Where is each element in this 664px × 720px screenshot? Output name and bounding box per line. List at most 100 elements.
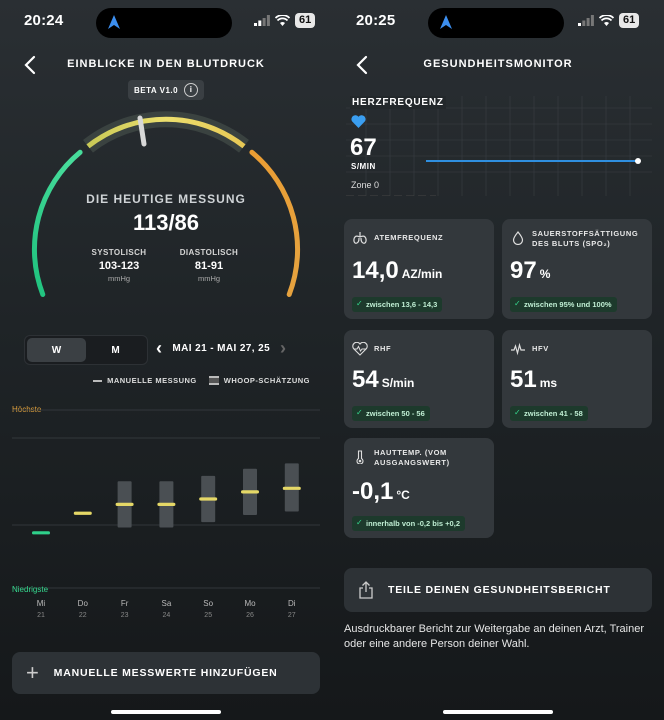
heart-rate-label: HERZFREQUENZ [350,96,446,109]
back-chevron-icon[interactable] [354,54,372,76]
manual-line-icon [93,379,103,382]
diastolic-label: DIASTOLISCH [179,248,239,257]
status-time: 20:25 [356,12,396,29]
card-value: 54 S/min [352,366,414,394]
resting-heart-rate-card[interactable]: RHF 54S/min zwischen 50 - 56 [344,330,494,428]
card-value-unit: % [539,267,551,281]
status-time: 20:24 [24,12,64,29]
heart-rate-zone: Zone 0 [351,180,380,190]
x-tick-date: 21 [37,612,45,619]
x-tick-date: 25 [204,612,212,619]
card-value: 97% [510,257,550,285]
legend-manual: MANUELLE MESSUNG [93,376,197,385]
x-tick-date: 27 [288,612,296,619]
reading-marker [282,486,301,490]
status-icons: 61 [254,13,316,28]
period-segmented-control: W M [24,335,148,365]
date-range-label: MAI 21 - MAI 27, 25 [172,342,271,354]
reading-marker [73,511,92,515]
x-tick-day: Do [78,599,89,608]
battery-level: 61 [295,13,316,28]
share-label: TEILE DEINEN GESUNDHEITSBERICHT [388,584,611,596]
card-value-unit: ms [539,376,558,390]
heart-rate-unit: S/MIN [351,162,376,171]
status-icons: 61 [578,13,640,28]
segment-week[interactable]: W [27,338,86,362]
card-value-unit: °C [396,488,410,502]
share-description: Ausdruckbarer Bericht zur Weitergabe an … [344,623,645,650]
wifi-icon [275,15,290,26]
card-range-badge: zwischen 41 - 58 [510,406,588,421]
spo2-card[interactable]: SAUERSTOFFSÄTTIGUNG DES BLUTS (SPO₂) 97%… [502,219,652,319]
card-value: 51 ms [510,366,557,394]
heart-icon [351,115,366,128]
health-monitor-screen: 20:25 61 GESUNDHEITSMONITOR HERZFREQUENZ… [332,0,664,720]
card-value-number: 54 [352,366,379,393]
next-chevron-icon[interactable]: › [280,338,287,358]
blood-pressure-chart: Mi 21 Do 22 Fr 23 Sa 24 So 25 Mo 26 Di 27 [12,409,320,619]
legend-whoop-label: WHOOP-SCHÄTZUNG [223,376,310,385]
gauge-value: 113/86 [132,210,200,235]
heart-rate-value: 67 [350,134,377,161]
card-title: RHF [374,344,392,353]
axis-high-label: Höchste [12,405,42,414]
x-tick-date: 26 [246,612,254,619]
respiratory-rate-card[interactable]: ATEMFREQUENZ 14,0AZ/min zwischen 13,6 - … [344,219,494,319]
x-tick-day: Sa [162,599,172,608]
home-indicator[interactable] [111,710,221,714]
navigation-arrow-icon [440,15,452,29]
add-manual-readings-button[interactable]: + MANUELLE MESSWERTE HINZUFÜGEN [12,652,320,694]
x-tick-date: 22 [79,612,87,619]
battery-level: 61 [619,13,640,28]
chart-legend: MANUELLE MESSUNG WHOOP-SCHÄTZUNG [93,376,310,385]
heart-rate-icon [352,342,368,356]
home-indicator[interactable] [443,710,553,714]
back-chevron-icon[interactable] [22,54,40,76]
reading-marker [32,531,50,535]
systolic-value: 103-123 [98,260,140,272]
card-range-badge: zwischen 13,6 - 14,3 [352,297,443,312]
reading-marker [115,502,134,506]
card-title: HAUTTEMP. (VOM AUSGANGSWERT) [374,448,450,467]
beta-badge[interactable]: BETA V1.0 i [128,80,204,100]
reading-marker [241,490,259,494]
cellular-signal-icon [254,15,270,26]
gauge-heading: DIE HEUTIGE MESSUNG [86,192,246,206]
segment-month[interactable]: M [111,344,120,356]
gauge-arc [31,111,301,297]
dynamic-island [96,8,232,38]
card-range-badge: innerhalb von -0,2 bis +0,2 [352,516,465,531]
navigation-arrow-icon [108,15,120,29]
card-value-number: 14,0 [352,257,399,284]
plus-icon: + [26,660,40,685]
legend-whoop: WHOOP-SCHÄTZUNG [208,376,310,385]
card-range-badge: zwischen 50 - 56 [352,406,430,421]
dynamic-island [428,8,564,38]
date-range-nav: ‹ MAI 21 - MAI 27, 25 › [156,338,287,358]
wave-icon [511,342,525,356]
x-tick-day: So [203,599,213,608]
x-tick-day: Mi [37,599,46,608]
info-icon[interactable]: i [184,83,199,97]
systolic-label: SYSTOLISCH [91,248,147,257]
skin-temperature-card[interactable]: HAUTTEMP. (VOM AUSGANGSWERT) -0,1°C inne… [344,438,494,538]
card-title: SAUERSTOFFSÄTTIGUNG DES BLUTS (SPO₂) [532,229,639,248]
x-tick-day: Di [288,599,296,608]
share-icon [359,581,373,599]
heart-rate-widget[interactable]: HERZFREQUENZ 67 S/MIN Zone 0 [346,96,652,196]
blood-pressure-screen: 20:24 61 EINBLICKE IN DEN BLUTDRUCK BETA… [0,0,332,720]
blood-pressure-gauge: DIE HEUTIGE MESSUNG 113/86 SYSTOLISCH 10… [28,104,304,314]
x-tick-date: 24 [163,612,171,619]
prev-chevron-icon[interactable]: ‹ [156,338,163,358]
reading-marker [199,497,218,501]
diastolic-unit: mmHg [197,274,221,283]
beta-label: BETA V1.0 [134,85,179,95]
card-value-number: 97 [510,257,537,284]
diastolic-value: 81-91 [194,260,224,272]
share-health-report-button[interactable]: TEILE DEINEN GESUNDHEITSBERICHT [344,568,652,612]
cellular-signal-icon [578,15,594,26]
lungs-icon [353,232,367,244]
card-value-number: -0,1 [352,478,394,505]
x-tick-day: Fr [121,599,129,608]
